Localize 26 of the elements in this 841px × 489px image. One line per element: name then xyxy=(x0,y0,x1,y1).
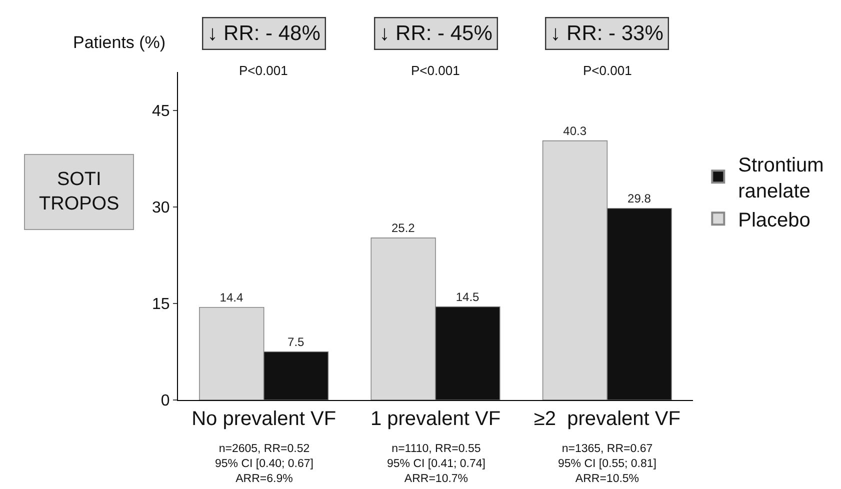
text: ↓ RR: - 33% xyxy=(550,22,664,46)
data-label: 14.4 xyxy=(220,290,244,304)
annotation: P<0.001 xyxy=(583,63,632,78)
data-label: 25.2 xyxy=(391,220,416,235)
legend-label: Strontium ranelate xyxy=(738,154,824,202)
y-tick-label: 30 xyxy=(152,200,170,217)
text: ↓ RR: - 45% xyxy=(379,22,492,46)
x-tick-label: 1 prevalent VF xyxy=(370,408,501,430)
text: n=2605, RR=0.52 95% CI [0.40; 0.67] ARR=6.9% xyxy=(215,443,314,485)
text: n=1110, RR=0.55 95% CI [0.41; 0.74] ARR=10.7% xyxy=(387,443,486,485)
x-tick-label: ≥2 prevalent VF xyxy=(534,408,680,430)
text: n=1365, RR=0.67 95% CI [0.55; 0.81] ARR=10.5% xyxy=(558,443,656,485)
y-tick-label: 45 xyxy=(152,103,170,120)
x-tick-label: No prevalent VF xyxy=(192,408,336,430)
data-label: 7.5 xyxy=(288,334,305,349)
text: SOTI TROPOS xyxy=(39,169,120,215)
y-axis-title: Patients (%) xyxy=(73,33,166,52)
annotation: P<0.001 xyxy=(411,63,460,78)
y-tick-label: 0 xyxy=(160,392,170,410)
data-label: 40.3 xyxy=(563,124,587,138)
legend-label: Placebo xyxy=(738,209,810,232)
text: ↓ RR: - 48% xyxy=(207,22,320,46)
data-label: 29.8 xyxy=(628,191,652,206)
data-label: 14.5 xyxy=(456,290,480,304)
annotation: P<0.001 xyxy=(239,63,288,78)
y-tick-label: 15 xyxy=(152,296,170,314)
